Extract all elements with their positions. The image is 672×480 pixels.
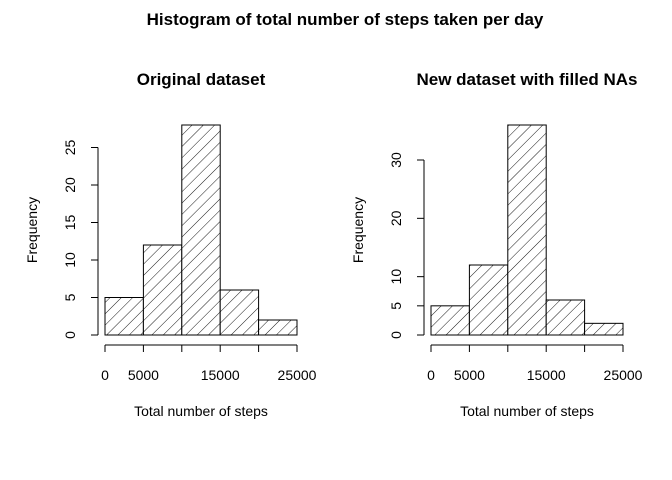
chart-panel-original: Original dataset Total number of steps F… <box>24 70 317 419</box>
y-tick-label: 15 <box>62 215 78 231</box>
x-tick-label: 25000 <box>604 367 643 383</box>
x-tick-label: 15000 <box>201 367 240 383</box>
y-tick-label: 20 <box>388 210 404 226</box>
histogram-bar <box>584 322 624 336</box>
x-tick-label: 15000 <box>527 367 566 383</box>
y-tick-label: 10 <box>62 252 78 268</box>
bars <box>104 124 298 336</box>
figure-title: Histogram of total number of steps taken… <box>147 10 544 29</box>
histogram-bar <box>545 299 586 336</box>
histogram-bar <box>181 124 221 336</box>
x-axis-label: Total number of steps <box>134 403 268 419</box>
x-tick-label: 0 <box>427 367 435 383</box>
histogram-bar <box>507 124 547 336</box>
histogram-bar <box>430 305 470 336</box>
x-tick-label: 25000 <box>278 367 317 383</box>
chart-title: Original dataset <box>137 70 266 89</box>
y-tick-label: 20 <box>62 177 78 193</box>
x-tick-label: 0 <box>101 367 109 383</box>
x-axis: 0 5000 15000 25000 <box>427 344 643 383</box>
x-tick-label: 5000 <box>128 367 159 383</box>
histogram-bar <box>142 244 183 336</box>
histogram-bar <box>104 297 144 336</box>
y-tick-label: 0 <box>62 331 78 339</box>
y-axis-label: Frequency <box>24 197 40 263</box>
y-tick-label: 30 <box>388 152 404 168</box>
chart-panel-filled: New dataset with filled NAs Total number… <box>350 70 643 419</box>
y-axis-label: Frequency <box>350 197 366 263</box>
y-tick-label: 0 <box>388 331 404 339</box>
y-axis: 0 5 10 15 20 25 <box>62 140 99 339</box>
histogram-bar <box>258 319 298 336</box>
x-tick-label: 5000 <box>454 367 485 383</box>
y-tick-label: 5 <box>62 293 78 301</box>
y-tick-label: 5 <box>388 302 404 310</box>
histogram-bar <box>468 264 509 336</box>
chart-title: New dataset with filled NAs <box>416 70 637 89</box>
y-tick-label: 25 <box>62 140 78 156</box>
histogram-bar <box>219 289 260 336</box>
y-tick-label: 10 <box>388 269 404 285</box>
x-axis-label: Total number of steps <box>460 403 594 419</box>
y-axis: 0 5 10 20 30 <box>388 152 425 339</box>
x-axis: 0 5000 15000 25000 <box>101 344 317 383</box>
bars <box>430 124 624 336</box>
